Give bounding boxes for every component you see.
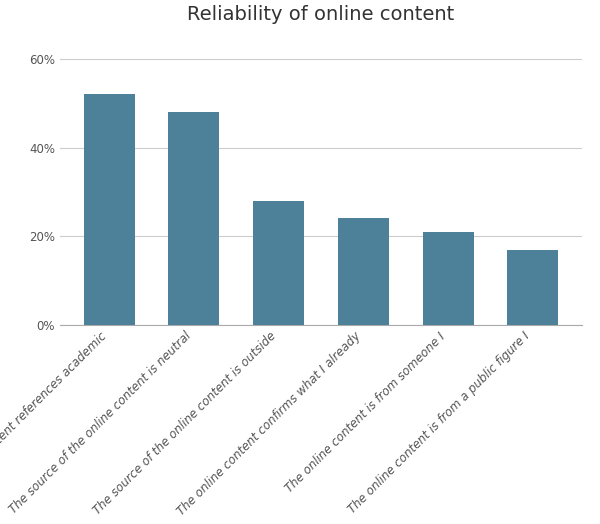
Bar xyxy=(338,219,389,325)
Bar xyxy=(253,201,304,325)
Bar xyxy=(169,112,220,325)
Bar xyxy=(508,249,558,325)
Bar xyxy=(422,232,473,325)
Bar xyxy=(84,94,134,325)
Title: Reliability of online content: Reliability of online content xyxy=(187,5,455,24)
